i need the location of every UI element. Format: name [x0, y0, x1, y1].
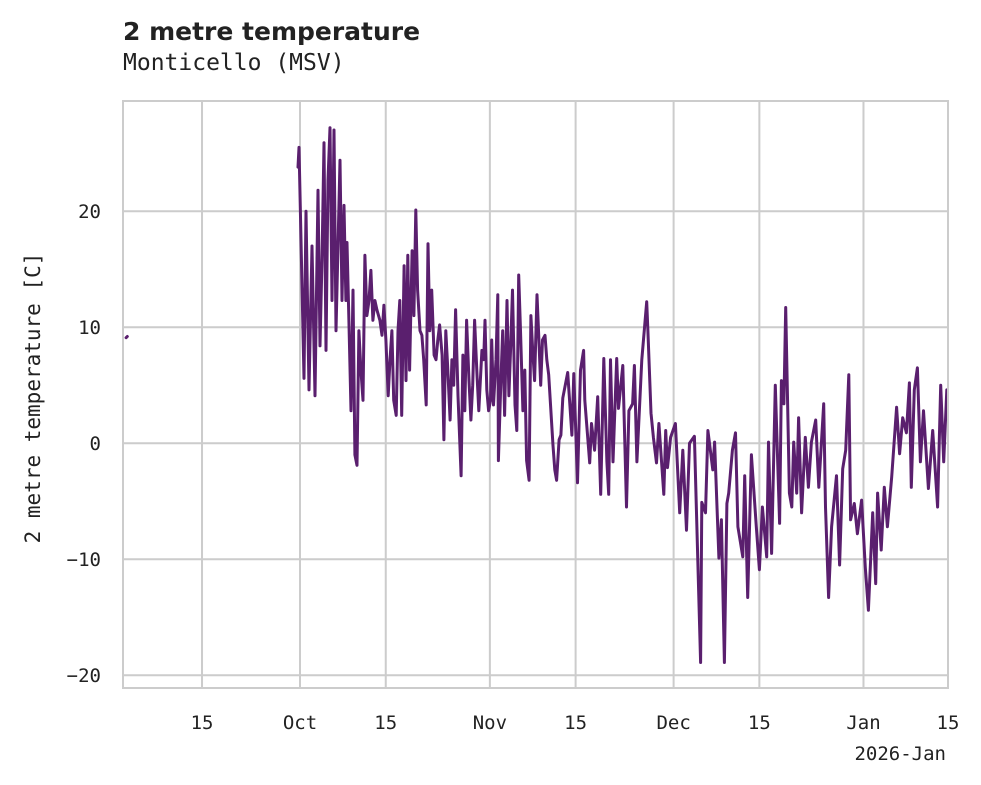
x-tick-label: 15: [191, 712, 214, 734]
y-tick-label: −10: [67, 549, 101, 571]
y-tick-label: −20: [67, 665, 101, 687]
x-tick-label: 15: [748, 712, 771, 734]
gridlines: [123, 101, 949, 688]
x-tick-label: Jan: [846, 712, 880, 734]
x-tick-label: Nov: [473, 712, 507, 734]
y-tick-label: 20: [78, 201, 101, 223]
tick-labels: 15 Oct 15 Nov 15 Dec 15 Jan 15 20 10 0 −10 −20: [67, 201, 960, 734]
x-tick-label: Oct: [283, 712, 317, 734]
y-axis-label: 2 metre temperature [C]: [21, 253, 45, 544]
x-tick-label: 15: [374, 712, 397, 734]
chart-title: 2 metre temperature: [123, 17, 421, 46]
x-offset-label: 2026-Jan: [854, 743, 946, 765]
temperature-line: [296, 126, 949, 664]
y-tick-label: 10: [78, 317, 101, 339]
x-tick-label: Dec: [656, 712, 690, 734]
x-tick-label: 15: [564, 712, 587, 734]
chart-subtitle: Monticello (MSV): [123, 50, 345, 76]
series-layer: [124, 126, 949, 664]
x-tick-label: 15: [937, 712, 960, 734]
plot-frame: [122, 100, 949, 689]
y-tick-label: 0: [90, 433, 101, 455]
temperature-line: [124, 335, 129, 340]
